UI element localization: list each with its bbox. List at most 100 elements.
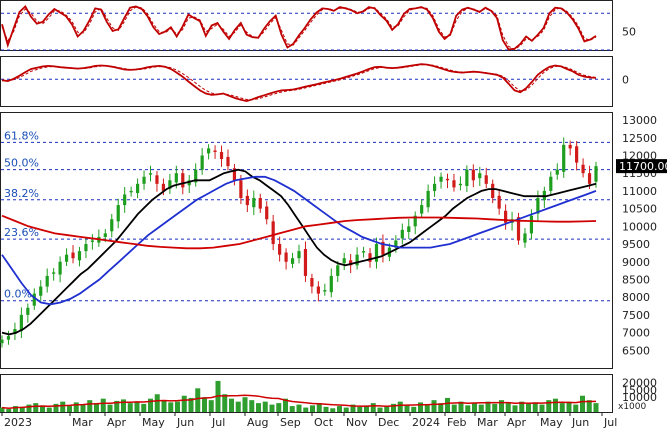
volume-bar	[19, 406, 25, 412]
x-tick-label: Jun	[571, 416, 589, 429]
volume-bar	[431, 400, 437, 412]
candle-body	[123, 194, 127, 206]
candle-body	[581, 164, 585, 174]
stochastic-panel: 50	[1, 5, 636, 51]
volume-bar	[391, 403, 396, 412]
candle-body	[587, 173, 592, 184]
volume-bar	[532, 402, 538, 412]
volume-y-tick-15000: 15000	[622, 384, 657, 397]
volume-bar	[566, 401, 572, 412]
price-y-tick-8500: 8500	[622, 273, 650, 286]
candle-body	[355, 254, 359, 266]
price-y-tick-10500: 10500	[622, 203, 657, 216]
volume-bar	[60, 401, 66, 412]
volume-bar	[559, 403, 565, 412]
candle-body	[374, 244, 379, 262]
volume-bar	[202, 397, 207, 412]
volume-bar	[418, 402, 423, 412]
volume-bar	[107, 404, 113, 412]
candle-body	[562, 144, 566, 172]
volume-bar	[505, 403, 511, 412]
candle-body	[342, 258, 346, 264]
volume-bar	[33, 403, 39, 412]
x-tick-label: Sep	[280, 416, 301, 429]
x-tick-label: Nov	[346, 416, 368, 429]
macd-y-tick: 0	[622, 73, 629, 86]
x-tick-label: Jun	[176, 416, 194, 429]
volume-bar	[539, 404, 545, 412]
fibonacci-label: 38.2%	[4, 187, 39, 200]
volume-bar	[478, 404, 484, 412]
volume-bar	[53, 403, 59, 412]
volume-bar	[310, 405, 315, 412]
candle-body	[290, 258, 295, 264]
candle-body	[226, 156, 230, 167]
volume-bar	[121, 399, 126, 412]
candle-body	[400, 229, 404, 239]
candle-body	[45, 275, 49, 287]
candle-body	[452, 180, 456, 188]
candle-body	[575, 146, 579, 163]
volume-bar	[445, 397, 450, 412]
candle-body	[420, 205, 424, 214]
volume-bar	[458, 401, 464, 412]
x-tick-label: Oct	[314, 416, 334, 429]
candle-body	[381, 241, 385, 255]
candle-body	[39, 286, 43, 296]
candle-body	[316, 286, 320, 294]
volume-bar	[343, 407, 349, 412]
candle-body	[155, 175, 159, 184]
candle-body	[407, 226, 411, 232]
volume-bar	[323, 406, 329, 412]
x-tick-label: Apr	[107, 416, 127, 429]
candle-body	[349, 260, 353, 266]
candle-body	[187, 180, 191, 186]
volume-bar	[114, 400, 120, 412]
fibonacci-label: 50.0%	[4, 157, 39, 170]
candle-body	[439, 176, 443, 182]
candle-body	[213, 150, 217, 152]
candle-body	[6, 336, 11, 340]
volume-bar	[100, 398, 106, 412]
stochastic-panel-frame	[0, 0, 613, 51]
volume-bar	[26, 404, 32, 412]
volume-bar	[73, 402, 79, 412]
last-price-tag	[616, 159, 667, 174]
x-tick-label: Dec	[378, 416, 399, 429]
volume-bar	[384, 406, 390, 412]
price-y-tick-11000: 11000	[622, 185, 657, 198]
volume-bar	[472, 403, 477, 412]
volume-bar	[316, 403, 322, 412]
volume-panel-frame	[0, 374, 613, 413]
volume-bar	[256, 403, 261, 412]
volume-bar	[364, 405, 369, 412]
volume-bar	[134, 401, 140, 412]
volume-bar	[465, 405, 471, 412]
fibonacci-label: 61.8%	[4, 129, 39, 142]
x-tick-label: Aug	[247, 416, 268, 429]
volume-bar	[377, 407, 383, 412]
volume-ma-line	[1, 394, 597, 410]
volume-bar	[87, 400, 93, 412]
volume-bar	[181, 395, 187, 412]
fibonacci-label: 0.0%	[4, 288, 32, 301]
price-y-tick-8000: 8000	[622, 291, 650, 304]
price-panel: 1300012500120001150011000105001000095009…	[0, 114, 667, 357]
volume-bar	[424, 405, 430, 412]
candle-body	[471, 169, 475, 181]
price-y-tick-7000: 7000	[622, 327, 650, 340]
volume-bar	[208, 400, 214, 412]
candle-body	[278, 244, 282, 255]
volume-bar	[350, 404, 356, 412]
candle-body	[465, 169, 469, 186]
x-axis: 2023 Mar Apr May Jun Jul Aug Sep Oct Nov Dec 2024 Fe…	[1, 412, 617, 429]
volume-unit-label: x1000	[618, 402, 647, 412]
volume-y-tick-10000: 10000	[622, 391, 657, 404]
candle-body	[594, 166, 598, 182]
candle-body	[245, 195, 249, 206]
volume-bar	[303, 407, 309, 412]
candle-body	[310, 278, 314, 287]
volume-bar	[357, 406, 363, 412]
candle-body	[103, 233, 107, 237]
